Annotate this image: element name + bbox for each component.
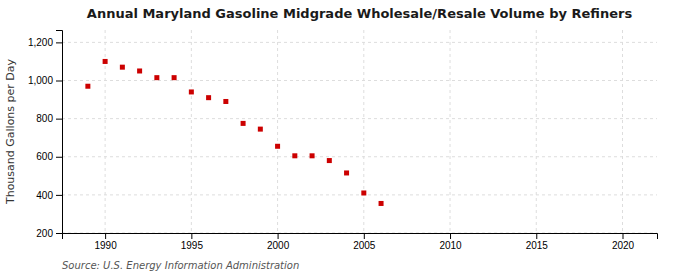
x-tick: 2010 bbox=[439, 233, 462, 251]
point bbox=[310, 153, 315, 158]
y-axis: 200 400 600 800 1,000 1,200 bbox=[28, 31, 63, 239]
point bbox=[275, 144, 280, 149]
point bbox=[361, 190, 366, 195]
grid-line-x bbox=[191, 30, 192, 233]
x-axis-line bbox=[63, 234, 658, 240]
point bbox=[379, 201, 384, 206]
point bbox=[292, 153, 297, 158]
point bbox=[172, 75, 177, 80]
y-tick-label: 200 bbox=[36, 228, 53, 239]
x-tick-label: 1995 bbox=[181, 240, 204, 251]
x-tick: 1995 bbox=[181, 233, 204, 251]
point bbox=[189, 89, 194, 94]
x-axis: 1990 1995 2000 2005 2010 2015 2020 bbox=[63, 233, 658, 251]
x-tick-label: 2005 bbox=[353, 240, 376, 251]
point bbox=[241, 121, 246, 126]
y-tick-label: 1,200 bbox=[28, 37, 53, 48]
x-tick-mark bbox=[450, 233, 451, 239]
x-tick: 2015 bbox=[526, 233, 549, 251]
y-tick-mark bbox=[56, 119, 62, 120]
y-tick: 400 bbox=[36, 190, 62, 201]
point bbox=[206, 95, 211, 100]
point bbox=[85, 84, 90, 89]
point bbox=[327, 158, 332, 163]
x-tick-mark bbox=[536, 233, 537, 239]
point bbox=[223, 99, 228, 104]
grid-line-x bbox=[277, 30, 278, 233]
x-tick: 2005 bbox=[353, 233, 376, 251]
point bbox=[344, 170, 349, 175]
grid-line-x bbox=[622, 30, 623, 233]
x-tick-mark bbox=[364, 233, 365, 239]
y-tick-mark bbox=[56, 81, 62, 82]
y-tick-label: 400 bbox=[36, 190, 53, 201]
source-note: Source: U.S. Energy Information Administ… bbox=[62, 260, 299, 271]
x-tick: 2000 bbox=[267, 233, 290, 251]
title: Annual Maryland Gasoline Midgrade Wholes… bbox=[87, 6, 633, 21]
point bbox=[103, 59, 108, 64]
y-tick: 800 bbox=[36, 113, 62, 124]
y-tick-label: 1,000 bbox=[28, 75, 53, 86]
y-tick: 600 bbox=[36, 151, 62, 162]
grid-line-x bbox=[450, 30, 451, 233]
x-tick: 1990 bbox=[94, 233, 117, 251]
grid-line-y bbox=[62, 118, 657, 119]
y-tick-label: 600 bbox=[36, 151, 53, 162]
x-tick-mark bbox=[191, 233, 192, 239]
grid bbox=[62, 30, 657, 233]
y-tick-mark bbox=[56, 157, 62, 158]
x-tick-mark bbox=[278, 233, 279, 239]
x-tick-label: 2000 bbox=[267, 240, 290, 251]
x-tick: 2020 bbox=[612, 233, 635, 251]
y-tick: 1,000 bbox=[28, 75, 62, 86]
grid-line-y bbox=[62, 194, 657, 195]
x-tick-label: 2020 bbox=[612, 240, 635, 251]
grid-line-y bbox=[62, 156, 657, 157]
x-tick-mark bbox=[105, 233, 106, 239]
y-axis-line bbox=[56, 31, 63, 234]
y-tick: 200 bbox=[36, 228, 62, 239]
x-tick-mark bbox=[623, 233, 624, 239]
chart-container: 1990 1995 2000 2005 2010 2015 2020 200 400 600 800… bbox=[0, 0, 675, 275]
y-tick: 1,200 bbox=[28, 37, 62, 48]
point bbox=[154, 75, 159, 80]
y-tick-mark bbox=[56, 42, 62, 43]
y-tick-mark bbox=[56, 233, 62, 234]
point bbox=[137, 68, 142, 73]
x-tick-label: 1990 bbox=[94, 240, 117, 251]
x-tick-label: 2015 bbox=[526, 240, 549, 251]
x-tick-label: 2010 bbox=[439, 240, 462, 251]
grid-line-y bbox=[62, 42, 657, 43]
grid-line-x bbox=[536, 30, 537, 233]
grid-line-x bbox=[363, 30, 364, 233]
points bbox=[85, 59, 383, 206]
y-axis-title: Thousand Gallons per Day bbox=[4, 58, 17, 205]
plot-area: 1990 1995 2000 2005 2010 2015 2020 200 400 600 800… bbox=[28, 30, 658, 251]
grid-line-y bbox=[62, 80, 657, 81]
point bbox=[120, 65, 125, 70]
point bbox=[258, 127, 263, 132]
y-tick-mark bbox=[56, 195, 62, 196]
chart-svg: 1990 1995 2000 2005 2010 2015 2020 200 400 600 800… bbox=[0, 0, 675, 275]
y-tick-label: 800 bbox=[36, 113, 53, 124]
